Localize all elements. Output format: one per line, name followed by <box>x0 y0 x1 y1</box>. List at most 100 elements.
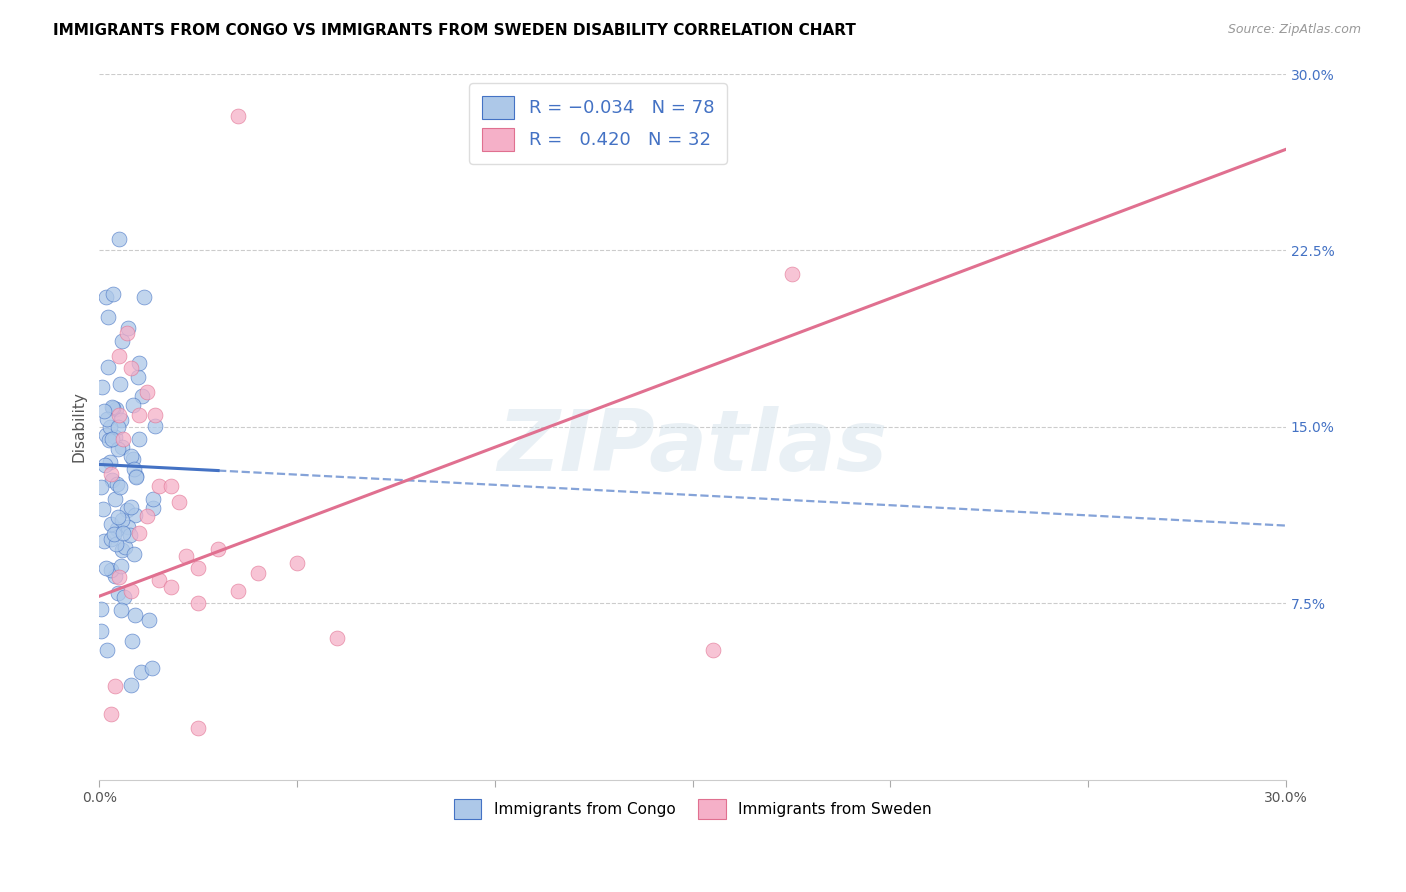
Point <box>121 398 143 412</box>
Point <box>104 492 127 507</box>
Point <box>115 326 138 340</box>
Point <box>167 495 190 509</box>
Point <box>120 584 142 599</box>
Point <box>141 661 163 675</box>
Point <box>128 356 150 370</box>
Point <box>107 442 129 456</box>
Point <box>117 520 139 534</box>
Point <box>98 455 121 469</box>
Point <box>117 320 139 334</box>
Point <box>143 408 166 422</box>
Point <box>124 508 146 522</box>
Point <box>110 413 132 427</box>
Point <box>110 558 132 573</box>
Point <box>120 361 142 376</box>
Point <box>107 232 129 246</box>
Point <box>111 542 134 557</box>
Point <box>121 452 143 467</box>
Point <box>111 526 134 541</box>
Point <box>138 613 160 627</box>
Point <box>127 369 149 384</box>
Point <box>121 500 143 515</box>
Point <box>96 290 118 304</box>
Point <box>114 591 136 605</box>
Text: ZIPatlas: ZIPatlas <box>498 407 887 490</box>
Point <box>100 532 122 546</box>
Point <box>117 503 139 517</box>
Point <box>187 596 209 610</box>
Point <box>114 540 136 554</box>
Point <box>108 376 131 391</box>
Point <box>148 478 170 492</box>
Point <box>104 569 127 583</box>
Point <box>90 379 112 393</box>
Point <box>101 286 124 301</box>
Point <box>100 563 122 577</box>
Point <box>246 566 269 580</box>
Point <box>120 678 142 692</box>
Point <box>135 509 157 524</box>
Point <box>120 450 142 464</box>
Point <box>96 411 118 425</box>
Point <box>122 547 145 561</box>
Point <box>129 665 152 680</box>
Point <box>104 679 127 693</box>
Point <box>105 521 128 535</box>
Point <box>112 432 135 446</box>
Point <box>159 478 181 492</box>
Point <box>128 525 150 540</box>
Point <box>94 458 117 472</box>
Point <box>159 580 181 594</box>
Point <box>91 502 114 516</box>
Point <box>111 334 134 349</box>
Point <box>148 573 170 587</box>
Point <box>103 401 125 415</box>
Point <box>780 267 803 281</box>
Point <box>97 310 120 324</box>
Point <box>187 561 209 575</box>
Point <box>226 109 249 123</box>
Point <box>104 402 127 417</box>
Text: Source: ZipAtlas.com: Source: ZipAtlas.com <box>1227 23 1361 37</box>
Point <box>105 537 128 551</box>
Y-axis label: Disability: Disability <box>72 392 86 462</box>
Point <box>108 479 131 493</box>
Point <box>107 585 129 599</box>
Point <box>100 420 122 434</box>
Point <box>326 632 349 646</box>
Point <box>101 473 124 487</box>
Point <box>122 462 145 476</box>
Point <box>98 434 121 448</box>
Point <box>125 470 148 484</box>
Point <box>93 534 115 549</box>
Point <box>110 603 132 617</box>
Point <box>110 440 132 454</box>
Point <box>90 602 112 616</box>
Point <box>94 427 117 442</box>
Point <box>90 624 112 639</box>
Point <box>101 400 124 414</box>
Text: IMMIGRANTS FROM CONGO VS IMMIGRANTS FROM SWEDEN DISABILITY CORRELATION CHART: IMMIGRANTS FROM CONGO VS IMMIGRANTS FROM… <box>53 23 856 38</box>
Point <box>103 526 125 541</box>
Point <box>142 491 165 506</box>
Point <box>108 349 131 363</box>
Point <box>176 549 198 564</box>
Point <box>96 643 118 657</box>
Point <box>100 706 122 721</box>
Point <box>108 570 131 584</box>
Point <box>128 432 150 446</box>
Point <box>187 721 209 735</box>
Point <box>93 404 115 418</box>
Point <box>207 542 229 557</box>
Point <box>131 389 153 403</box>
Point <box>135 384 157 399</box>
Point <box>111 513 134 527</box>
Point <box>124 607 146 622</box>
Point <box>96 561 118 575</box>
Point <box>702 643 724 657</box>
Point <box>125 469 148 483</box>
Point <box>108 408 131 422</box>
Point <box>142 501 165 516</box>
Point <box>107 420 129 434</box>
Point <box>121 634 143 648</box>
